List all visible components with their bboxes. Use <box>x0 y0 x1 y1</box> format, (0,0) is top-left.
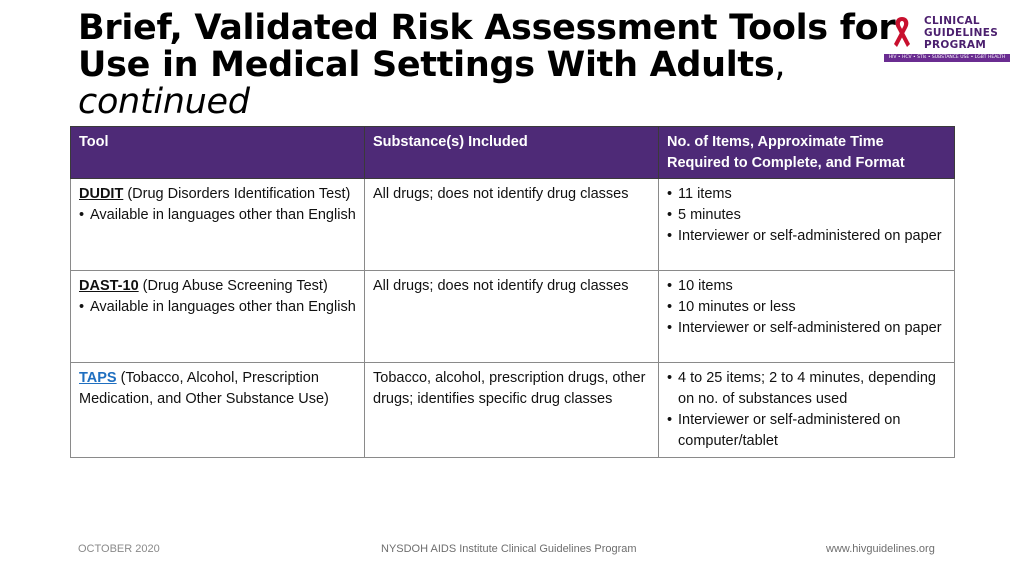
title-continued: continued <box>78 82 250 122</box>
substances-cell: All drugs; does not identify drug classe… <box>364 178 659 271</box>
format-cell: 11 items 5 minutes Interviewer or self-a… <box>658 178 955 271</box>
list-item: Available in languages other than Englis… <box>79 205 356 226</box>
slide-title: Brief, Validated Risk Assessment Tools f… <box>78 10 908 121</box>
list-item: Interviewer or self-administered on comp… <box>667 410 946 452</box>
substances-cell: All drugs; does not identify drug classe… <box>364 270 659 363</box>
format-bullets: 10 items 10 minutes or less Interviewer … <box>667 276 946 339</box>
tool-desc: (Drug Abuse Screening Test) <box>138 278 328 294</box>
format-bullets: 4 to 25 items; 2 to 4 minutes, depending… <box>667 368 946 452</box>
tool-cell: DUDIT (Drug Disorders Identification Tes… <box>70 178 365 271</box>
list-item: Interviewer or self-administered on pape… <box>667 318 946 339</box>
tool-name-dast10: DAST-10 <box>79 278 139 294</box>
red-ribbon-icon <box>894 17 910 47</box>
logo-wordmark: CLINICAL GUIDELINES PROGRAM <box>924 15 998 51</box>
footer-program: NYSDOH AIDS Institute Clinical Guideline… <box>381 543 637 555</box>
footer-url[interactable]: www.hivguidelines.org <box>826 543 935 555</box>
tool-desc: (Tobacco, Alcohol, Prescription Medicati… <box>79 370 329 407</box>
footer-date: OCTOBER 2020 <box>78 543 160 555</box>
logo-line-2: GUIDELINES <box>924 27 999 39</box>
tool-desc: (Drug Disorders Identification Test) <box>123 186 351 202</box>
header-format: No. of Items, Approximate Time Required … <box>658 126 955 179</box>
format-cell: 4 to 25 items; 2 to 4 minutes, depending… <box>658 362 955 458</box>
tool-name-dudit: DUDIT <box>79 186 124 202</box>
substances-cell: Tobacco, alcohol, prescription drugs, ot… <box>364 362 659 458</box>
table-row: DAST-10 (Drug Abuse Screening Test) Avai… <box>70 270 955 363</box>
tool-cell: DAST-10 (Drug Abuse Screening Test) Avai… <box>70 270 365 363</box>
list-item: 11 items <box>667 184 946 205</box>
list-item: 5 minutes <box>667 205 946 226</box>
list-item: 10 minutes or less <box>667 297 946 318</box>
risk-tools-table: Tool Substance(s) Included No. of Items,… <box>70 126 955 458</box>
header-substances: Substance(s) Included <box>364 126 659 179</box>
clinical-guidelines-logo: CLINICAL GUIDELINES PROGRAM HIV • HCV • … <box>884 12 1010 64</box>
logo-line-1: CLINICAL <box>924 15 980 27</box>
format-cell: 10 items 10 minutes or less Interviewer … <box>658 270 955 363</box>
header-tool: Tool <box>70 126 365 179</box>
list-item: 4 to 25 items; 2 to 4 minutes, depending… <box>667 368 946 410</box>
tool-link-taps[interactable]: TAPS <box>79 370 117 386</box>
logo-line-3: PROGRAM <box>924 39 987 51</box>
title-comma: , <box>774 45 786 85</box>
format-bullets: 11 items 5 minutes Interviewer or self-a… <box>667 184 946 247</box>
tool-bullets: Available in languages other than Englis… <box>79 205 356 226</box>
list-item: Available in languages other than Englis… <box>79 297 356 318</box>
tool-cell: TAPS (Tobacco, Alcohol, Prescription Med… <box>70 362 365 458</box>
title-bold-text: Brief, Validated Risk Assessment Tools f… <box>78 8 896 85</box>
logo-tagline: HIV • HCV • STIs • SUBSTANCE USE • LGBT … <box>884 54 1010 62</box>
table-row: DUDIT (Drug Disorders Identification Tes… <box>70 178 955 271</box>
table-header-row: Tool Substance(s) Included No. of Items,… <box>70 126 955 179</box>
table-row: TAPS (Tobacco, Alcohol, Prescription Med… <box>70 362 955 458</box>
tool-bullets: Available in languages other than Englis… <box>79 297 356 318</box>
list-item: Interviewer or self-administered on pape… <box>667 226 946 247</box>
list-item: 10 items <box>667 276 946 297</box>
